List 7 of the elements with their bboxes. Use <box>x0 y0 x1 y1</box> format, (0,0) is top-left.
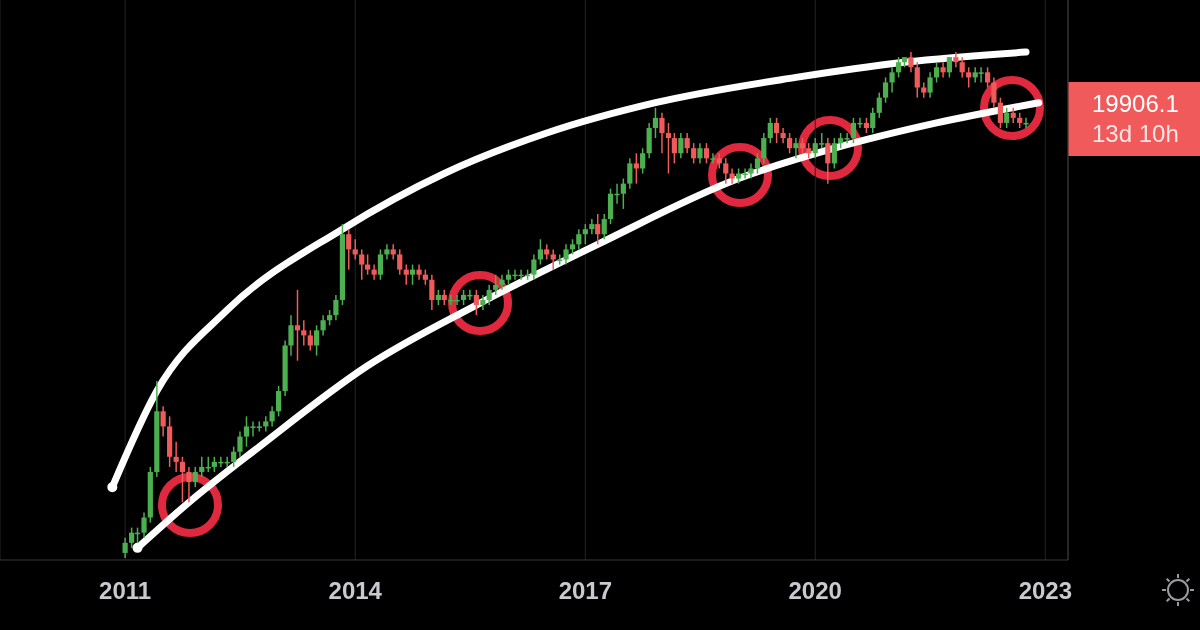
text: 19906.1 <box>1092 89 1180 119</box>
x-tick-label: 2014 <box>328 577 383 605</box>
x-tick-label: 2020 <box>788 577 842 605</box>
text: 13d 10h <box>1092 119 1180 149</box>
x-tick-label: 2023 <box>1018 577 1073 605</box>
x-tick-label: 2011 <box>99 577 152 605</box>
x-tick-label: 2017 <box>558 577 613 605</box>
